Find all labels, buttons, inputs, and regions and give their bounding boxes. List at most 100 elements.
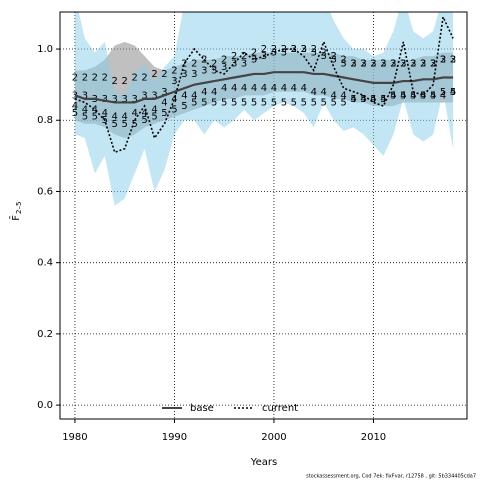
age-marker: 2 xyxy=(430,58,436,69)
plot-area: 2 2 2 2 2 2 2 2 2 2 22 2 2 2 2 2 2 2 2 2 2 2 2 2 2 2 2 2 2 2 2 2 2 2 2 2 2 23… xyxy=(60,12,467,419)
age-marker: 2 xyxy=(82,73,88,84)
age-marker: 3 xyxy=(161,87,167,98)
age-marker: 2 xyxy=(330,51,336,62)
age-marker: 3 xyxy=(311,48,317,59)
age-marker: 4 xyxy=(141,108,147,119)
age-marker: 3 xyxy=(301,44,307,55)
plot-frame xyxy=(59,11,468,420)
age-marker: 2 xyxy=(251,48,257,59)
age-marker: 4 xyxy=(420,90,426,101)
age-marker: 2 xyxy=(321,48,327,59)
age-marker: 2 xyxy=(121,76,127,87)
age-marker: 2 xyxy=(231,51,237,62)
age-marker: 4 xyxy=(410,90,416,101)
age-marker: 4 xyxy=(400,90,406,101)
age-marker: 3 xyxy=(191,69,197,80)
age-marker: 3 xyxy=(350,58,356,69)
age-marker: 3 xyxy=(440,55,446,66)
age-marker: 2 xyxy=(191,58,197,69)
age-marker: 3 xyxy=(370,58,376,69)
confidence-band xyxy=(74,12,454,206)
age-marker: 2 xyxy=(311,44,317,55)
age-marker: 5 xyxy=(440,87,446,98)
age-marker: 3 xyxy=(430,58,436,69)
age-marker: 5 xyxy=(301,97,307,108)
age-marker: 5 xyxy=(82,112,88,123)
age-marker: 4 xyxy=(390,90,396,101)
age-marker: 2 xyxy=(370,58,376,69)
age-marker: 2 xyxy=(410,58,416,69)
age-marker: 2 xyxy=(301,44,307,55)
x-tick-label: 1990 xyxy=(162,432,187,443)
y-axis-label: F̄ 2–5 xyxy=(9,202,23,221)
y-tick-label: 0.0 xyxy=(37,400,53,411)
age-marker: 5 xyxy=(112,119,118,130)
age-marker: 3 xyxy=(201,65,207,76)
legend-label: base xyxy=(190,403,214,414)
age-marker: 3 xyxy=(151,90,157,101)
age-marker: 4 xyxy=(440,90,446,101)
age-marker: 5 xyxy=(201,97,207,108)
age-marker: 2 xyxy=(211,58,217,69)
age-marker: 2 xyxy=(161,69,167,80)
age-marker: 4 xyxy=(102,108,108,119)
age-marker: 2 xyxy=(181,58,187,69)
age-marker: 4 xyxy=(82,105,88,116)
line xyxy=(74,71,454,104)
y-tick-label: 0.8 xyxy=(37,115,53,126)
age-marker: 5 xyxy=(380,94,386,105)
age-marker: 3 xyxy=(171,76,177,87)
age-marker: 2 xyxy=(72,73,78,84)
legend-label: current xyxy=(262,403,298,414)
age-marker: 4 xyxy=(211,87,217,98)
age-marker: 5 xyxy=(350,94,356,105)
age-marker: 4 xyxy=(330,90,336,101)
age-marker: 3 xyxy=(251,55,257,66)
age-marker: 3 xyxy=(211,65,217,76)
age-marker: 5 xyxy=(211,97,217,108)
age-marker: 2 xyxy=(380,58,386,69)
y-axis-label-main: F̄ xyxy=(9,215,22,221)
age-marker: 2 xyxy=(241,51,247,62)
age-marker: 4 xyxy=(171,94,177,105)
age-marker: 4 xyxy=(92,105,98,116)
y-tick-label: 0.4 xyxy=(37,258,53,269)
age-marker: 5 xyxy=(400,90,406,101)
x-tick-label: 2000 xyxy=(261,432,286,443)
age-marker: 4 xyxy=(271,83,277,94)
age-marker: 5 xyxy=(171,105,177,116)
age-marker: 3 xyxy=(340,58,346,69)
age-marker: 4 xyxy=(340,90,346,101)
age-marker: 4 xyxy=(161,97,167,108)
age-marker: 2 xyxy=(360,58,366,69)
age-marker: 4 xyxy=(151,105,157,116)
age-marker: 3 xyxy=(400,58,406,69)
age-marker: 4 xyxy=(121,112,127,123)
age-marker: 3 xyxy=(390,58,396,69)
age-marker: 5 xyxy=(420,90,426,101)
age-marker: 2 xyxy=(400,58,406,69)
age-marker: 3 xyxy=(271,48,277,59)
age-marker: 4 xyxy=(181,90,187,101)
age-marker: 5 xyxy=(251,97,257,108)
age-marker: 3 xyxy=(281,48,287,59)
y-tick-label: 0.2 xyxy=(37,329,53,340)
x-tick-label: 1980 xyxy=(62,432,87,443)
age-marker: 3 xyxy=(330,55,336,66)
footer: stockassessment.org, Cod 7ek: fixFvar, r… xyxy=(306,474,476,480)
age-marker: 5 xyxy=(241,97,247,108)
age-marker: 2 xyxy=(340,55,346,66)
age-marker: 4 xyxy=(191,90,197,101)
age-marker: 5 xyxy=(72,108,78,119)
age-marker: 5 xyxy=(281,97,287,108)
age-marker: 2 xyxy=(102,73,108,84)
x-tick-label: 2010 xyxy=(361,432,386,443)
age-marker: 5 xyxy=(450,87,456,98)
age-marker: 5 xyxy=(161,108,167,119)
age-marker: 5 xyxy=(271,97,277,108)
age-marker: 5 xyxy=(311,97,317,108)
age-marker: 5 xyxy=(181,101,187,112)
age-marker: 4 xyxy=(231,83,237,94)
age-marker: 4 xyxy=(291,83,297,94)
line xyxy=(74,14,454,154)
